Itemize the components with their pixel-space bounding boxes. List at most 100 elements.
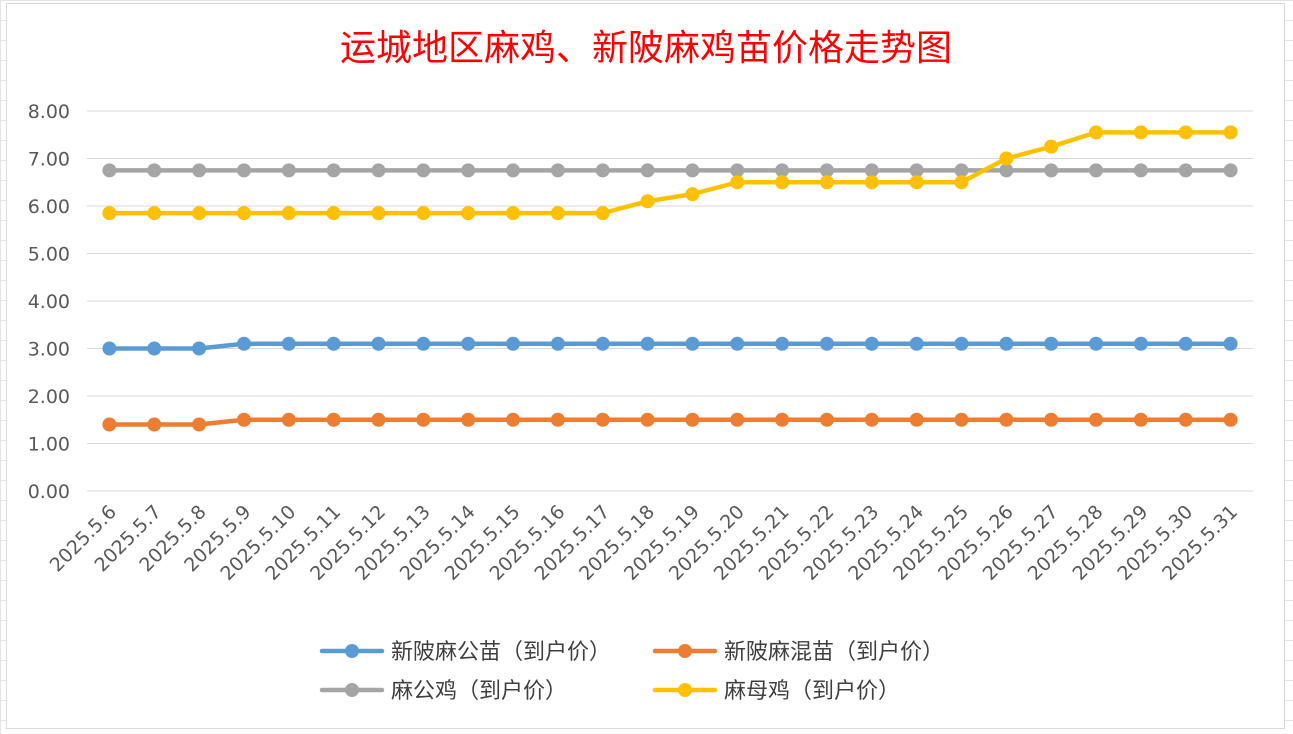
data-point[interactable]	[102, 206, 117, 221]
data-point[interactable]	[1178, 412, 1193, 427]
data-point[interactable]	[506, 412, 521, 427]
data-point[interactable]	[416, 412, 431, 427]
series-line[interactable]	[107, 130, 1233, 216]
data-point[interactable]	[506, 336, 521, 351]
data-point[interactable]	[999, 336, 1014, 351]
data-point[interactable]	[147, 341, 162, 356]
data-point[interactable]	[909, 412, 924, 427]
data-point[interactable]	[954, 175, 969, 190]
data-point[interactable]	[192, 163, 207, 178]
data-point[interactable]	[1089, 412, 1104, 427]
data-point[interactable]	[281, 163, 296, 178]
data-point[interactable]	[999, 151, 1014, 166]
data-point[interactable]	[954, 336, 969, 351]
data-point[interactable]	[685, 163, 700, 178]
data-point[interactable]	[730, 412, 745, 427]
data-point[interactable]	[461, 206, 476, 221]
data-point[interactable]	[864, 175, 879, 190]
data-point[interactable]	[326, 206, 341, 221]
data-point[interactable]	[640, 336, 655, 351]
data-point[interactable]	[640, 412, 655, 427]
data-point[interactable]	[1133, 336, 1148, 351]
series-line[interactable]	[107, 341, 1233, 351]
data-point[interactable]	[1089, 125, 1104, 140]
data-point[interactable]	[819, 163, 834, 178]
data-point[interactable]	[775, 336, 790, 351]
data-point[interactable]	[1133, 163, 1148, 178]
data-point[interactable]	[730, 336, 745, 351]
data-point[interactable]	[192, 341, 207, 356]
data-point[interactable]	[595, 163, 610, 178]
data-point[interactable]	[506, 163, 521, 178]
data-point[interactable]	[550, 336, 565, 351]
data-point[interactable]	[550, 163, 565, 178]
data-point[interactable]	[775, 412, 790, 427]
data-point[interactable]	[1133, 125, 1148, 140]
data-point[interactable]	[864, 163, 879, 178]
data-point[interactable]	[416, 206, 431, 221]
data-point[interactable]	[999, 412, 1014, 427]
data-point[interactable]	[685, 412, 700, 427]
legend-item[interactable]: 新陂麻公苗（到户价）	[319, 640, 611, 665]
data-point[interactable]	[461, 412, 476, 427]
data-point[interactable]	[640, 194, 655, 209]
data-point[interactable]	[775, 175, 790, 190]
data-point[interactable]	[461, 336, 476, 351]
data-point[interactable]	[371, 336, 386, 351]
data-point[interactable]	[1089, 336, 1104, 351]
data-point[interactable]	[506, 206, 521, 221]
data-point[interactable]	[236, 206, 251, 221]
data-point[interactable]	[909, 175, 924, 190]
data-point[interactable]	[954, 163, 969, 178]
data-point[interactable]	[1223, 336, 1238, 351]
legend-item[interactable]: 新陂麻混苗（到户价）	[652, 640, 944, 665]
data-point[interactable]	[999, 163, 1014, 178]
data-point[interactable]	[236, 336, 251, 351]
data-point[interactable]	[147, 206, 162, 221]
data-point[interactable]	[909, 163, 924, 178]
data-point[interactable]	[550, 206, 565, 221]
data-point[interactable]	[640, 163, 655, 178]
data-point[interactable]	[685, 336, 700, 351]
data-point[interactable]	[236, 412, 251, 427]
data-point[interactable]	[595, 336, 610, 351]
data-point[interactable]	[147, 417, 162, 432]
data-point[interactable]	[326, 336, 341, 351]
data-point[interactable]	[1178, 125, 1193, 140]
data-point[interactable]	[819, 175, 834, 190]
data-point[interactable]	[416, 163, 431, 178]
chart-area[interactable]	[6, 3, 1285, 729]
data-point[interactable]	[102, 417, 117, 432]
series-line[interactable]	[107, 417, 1233, 427]
data-point[interactable]	[236, 163, 251, 178]
data-point[interactable]	[192, 206, 207, 221]
data-point[interactable]	[685, 187, 700, 202]
data-point[interactable]	[1044, 336, 1059, 351]
data-point[interactable]	[281, 206, 296, 221]
data-point[interactable]	[1223, 125, 1238, 140]
data-point[interactable]	[954, 412, 969, 427]
data-point[interactable]	[102, 341, 117, 356]
data-point[interactable]	[775, 163, 790, 178]
data-point[interactable]	[416, 336, 431, 351]
data-point[interactable]	[461, 163, 476, 178]
legend-item[interactable]: 麻公鸡（到户价）	[319, 679, 567, 704]
data-point[interactable]	[371, 412, 386, 427]
data-point[interactable]	[730, 175, 745, 190]
data-point[interactable]	[864, 336, 879, 351]
data-point[interactable]	[326, 412, 341, 427]
data-point[interactable]	[730, 163, 745, 178]
data-point[interactable]	[281, 412, 296, 427]
data-point[interactable]	[1044, 139, 1059, 154]
data-point[interactable]	[1178, 163, 1193, 178]
data-point[interactable]	[281, 336, 296, 351]
data-point[interactable]	[1044, 412, 1059, 427]
data-point[interactable]	[1089, 163, 1104, 178]
data-point[interactable]	[819, 412, 834, 427]
data-point[interactable]	[1223, 163, 1238, 178]
data-point[interactable]	[1044, 163, 1059, 178]
data-point[interactable]	[326, 163, 341, 178]
data-point[interactable]	[864, 412, 879, 427]
data-point[interactable]	[1178, 336, 1193, 351]
data-point[interactable]	[909, 336, 924, 351]
